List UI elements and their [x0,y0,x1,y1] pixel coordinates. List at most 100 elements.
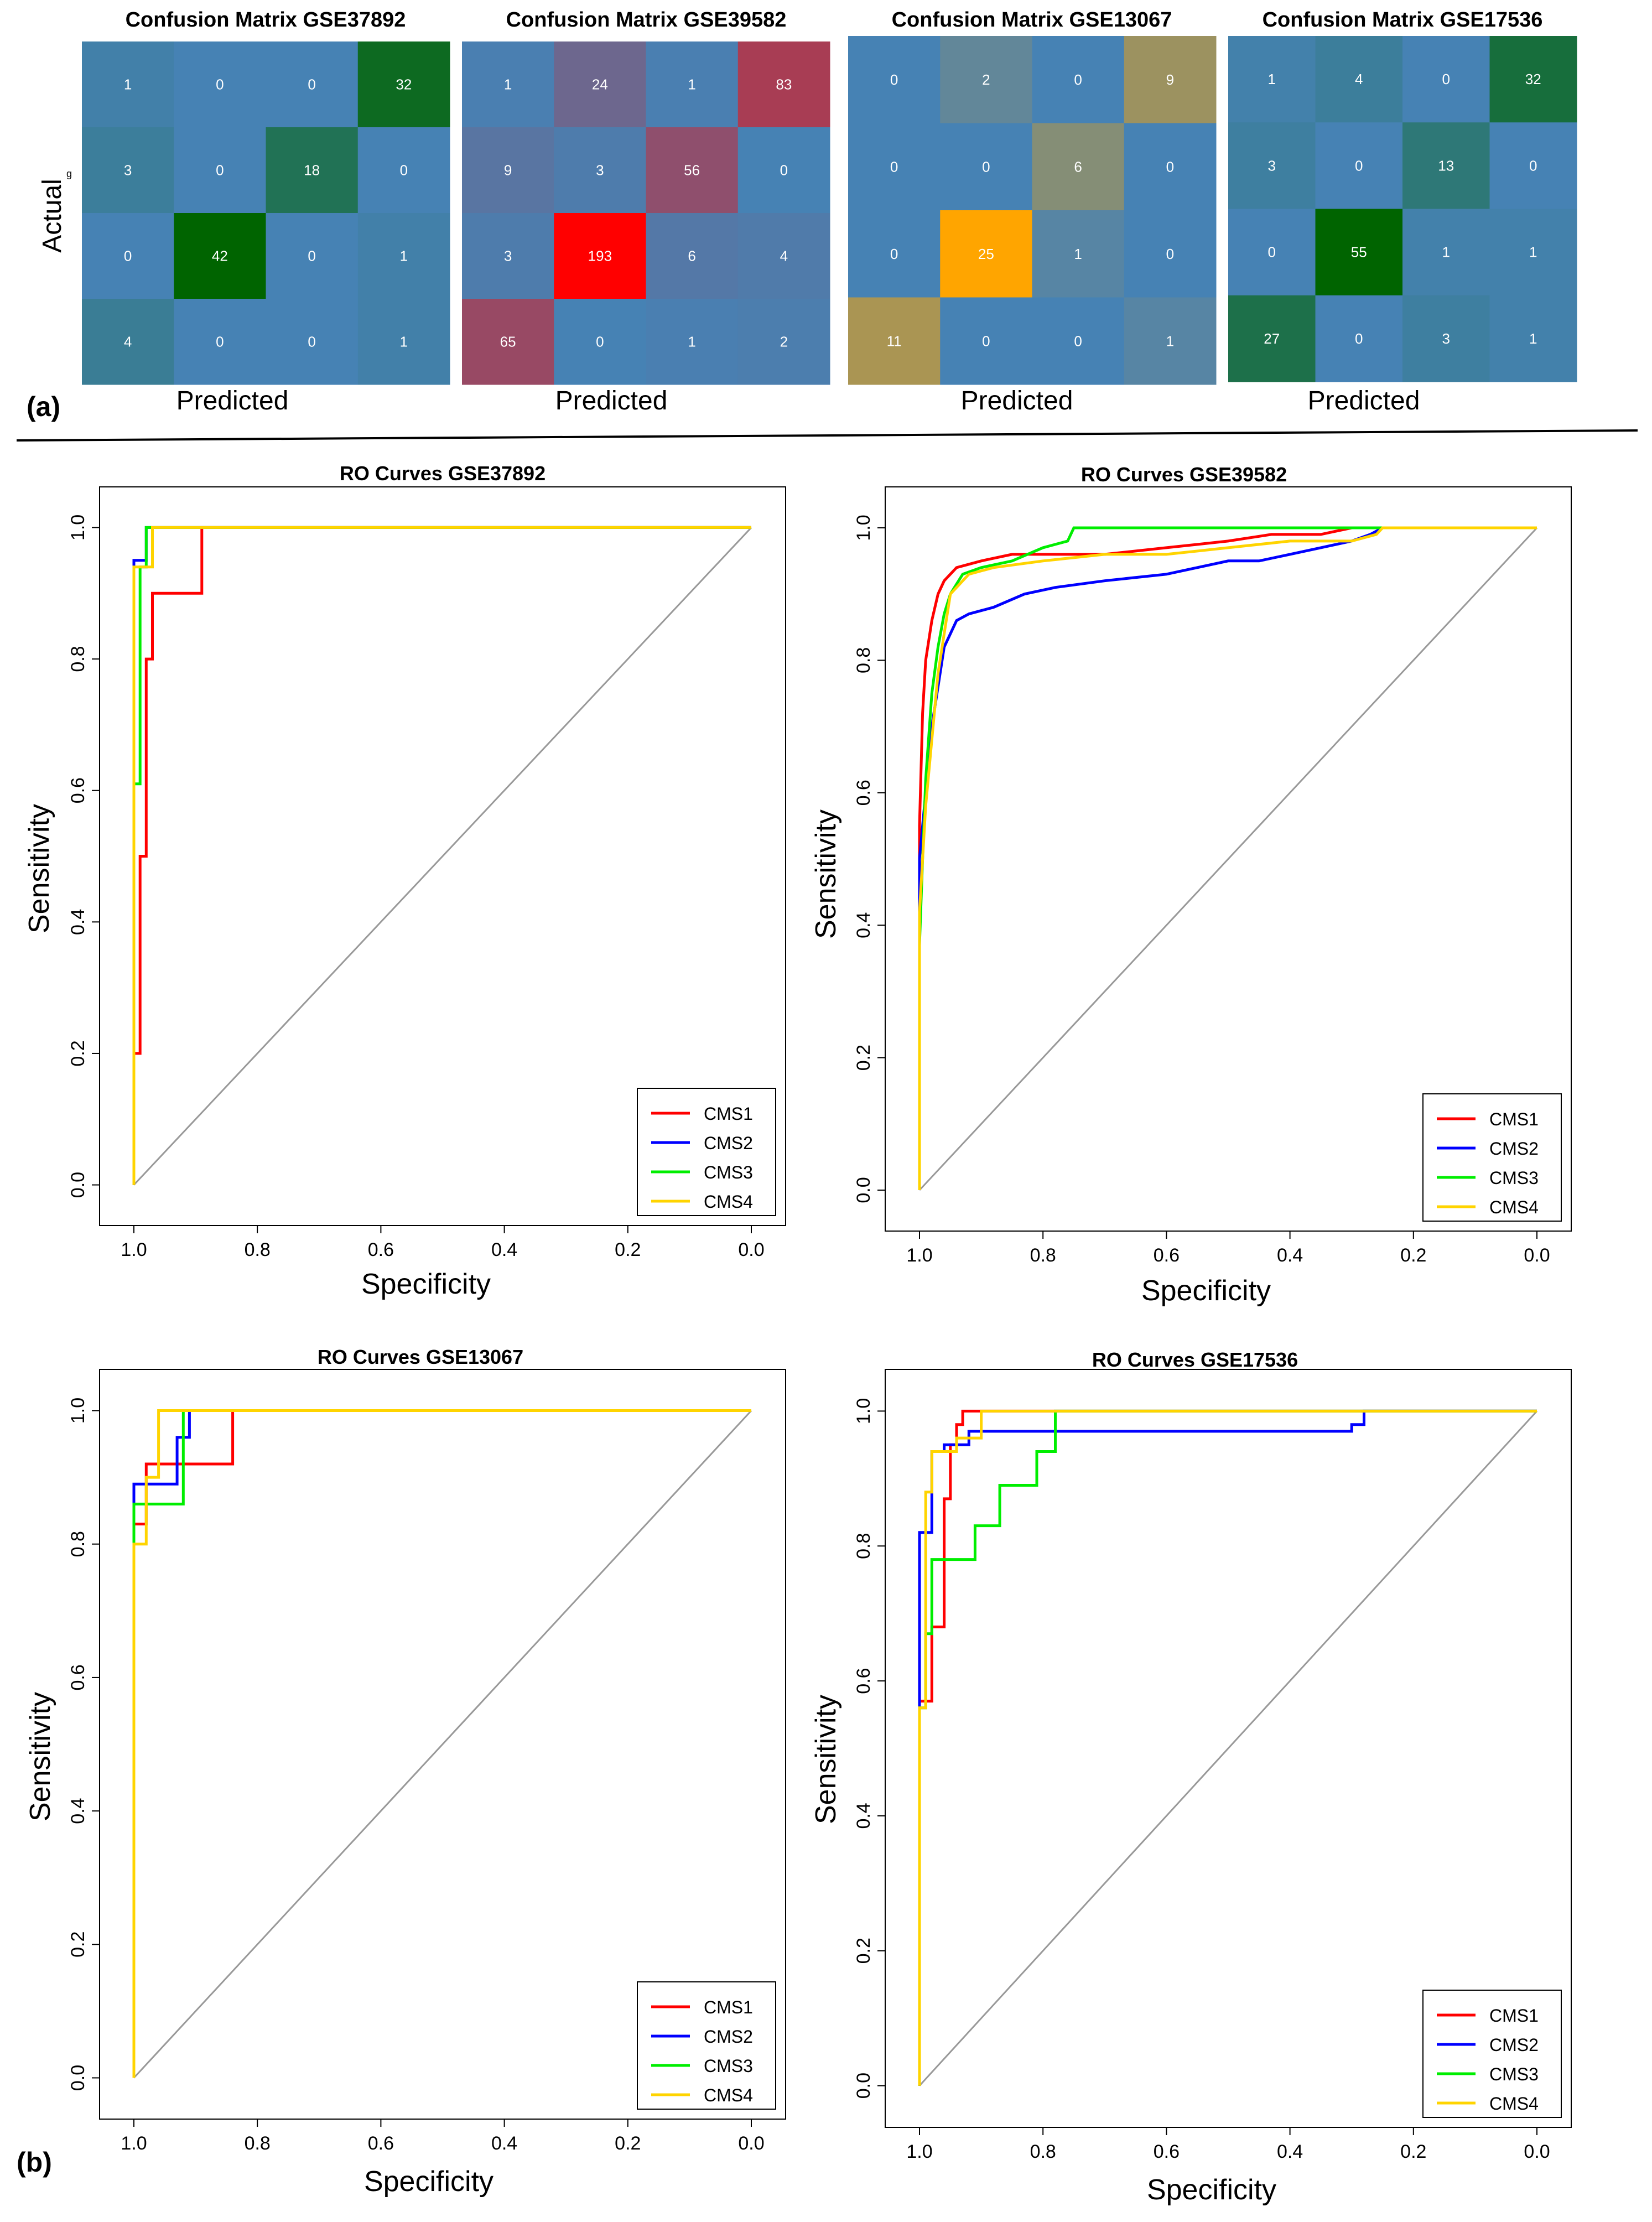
legend-entry: CMS4 [704,2085,753,2105]
panel-label-b: (b) [17,2147,52,2178]
matrix-cell [266,127,359,214]
matrix-cell-value: 0 [1074,71,1082,88]
plot-frame [885,1369,1572,2128]
x-tick-label: 0.6 [368,1239,394,1260]
matrix-cell-value: 0 [1268,244,1276,261]
y-tick-label: 0.0 [853,2073,874,2099]
matrix-cell [266,299,359,385]
matrix-cell-value: 0 [1442,71,1450,87]
legend-entry: CMS3 [1489,1168,1539,1188]
matrix-cell-value: 0 [1074,333,1082,349]
roc-series-cms4 [132,1409,751,2078]
y-tick-label: 0.8 [853,647,874,673]
x-axis-label: Specificity [1147,2174,1276,2206]
matrix-cell [174,41,266,128]
y-tick-label: 1.0 [853,515,874,541]
y-axis-label: Sensitivity [810,1695,842,1824]
matrix-cell-value: 1 [688,76,695,93]
y-tick-label: 0.6 [67,1664,89,1690]
confusion-matrix-ylabel: Actual [38,179,67,252]
reference-diagonal [133,1410,752,2079]
matrix-cell-value: 1 [1074,246,1082,262]
confusion-matrix-ylabel-suffix: g [66,168,72,179]
matrix-cell-value: 0 [216,334,224,350]
matrix-cell [737,41,830,128]
matrix-cell [1124,123,1217,211]
matrix-cell-value: 0 [1355,157,1363,174]
confusion-matrix-title: Confusion Matrix GSE17536 [1263,8,1543,32]
y-tick-label: 0.4 [853,912,874,938]
y-tick-label: 0.4 [67,1798,89,1824]
matrix-cell-value: 25 [978,246,994,262]
matrix-cell [1315,295,1403,382]
matrix-cell-value: 13 [1438,157,1454,174]
matrix-cell [1032,297,1125,385]
matrix-cell-value: 0 [890,246,898,262]
matrix-cell [737,213,830,299]
x-tick-label: 0.8 [1030,1245,1056,1266]
x-tick-label: 0.4 [491,1239,517,1260]
matrix-cell [174,299,266,385]
matrix-cell-value: 0 [216,76,224,93]
matrix-cell [1124,210,1217,298]
matrix-cell [1315,122,1403,209]
x-tick-label: 0.2 [1400,1245,1426,1266]
matrix-cell [848,210,941,298]
matrix-cell [1315,209,1403,296]
matrix-cell [737,127,830,214]
roc-chart-3: RO Curves GSE13067 0.0 0.0 0.2 0.2 0.4 0.4 0.6 0… [24,1346,786,2198]
roc-chart-2: RO Curves GSE39582 0.0 0.0 0.2 0.2 0.4 0.4 0.6 0… [810,463,1572,1307]
matrix-cell [1228,295,1316,382]
matrix-cell-value: 55 [1351,244,1367,261]
matrix-cell [1402,295,1490,382]
x-axis-label: Specificity [364,2166,493,2198]
roc-series-cms2 [918,1409,1537,2086]
matrix-cell-value: 56 [684,162,700,179]
legend-entry: CMS4 [1489,1197,1539,1217]
matrix-cell-value: 6 [688,248,695,264]
matrix-cell-value: 0 [216,162,224,179]
matrix-cell-value: 0 [780,162,788,179]
matrix-cell-value: 0 [596,334,604,350]
legend-entry: CMS2 [1489,1139,1539,1159]
legend-entry: CMS2 [704,2027,753,2047]
matrix-cell-value: 3 [1268,157,1276,174]
y-tick-label: 0.4 [67,909,89,935]
matrix-cell [82,127,174,214]
matrix-cell [462,213,554,299]
roc-series-cms4 [132,526,751,1185]
x-tick-label: 1.0 [121,1239,147,1260]
matrix-cell-value: 4 [1355,71,1363,87]
matrix-cell [1032,123,1125,211]
matrix-cell [357,213,450,299]
roc-series-cms4 [918,526,1537,1190]
panel-label-a: (a) [27,391,60,422]
y-tick-label: 0.6 [853,780,874,806]
panel-divider [16,429,1638,442]
matrix-cell [1489,295,1577,382]
matrix-cell-value: 0 [308,76,315,93]
matrix-cell-value: 0 [124,248,132,264]
y-tick-label: 0.2 [853,1045,874,1071]
y-tick-label: 1.0 [67,1398,89,1424]
roc-chart-4: RO Curves GSE17536 0.0 0.0 0.2 0.2 0.4 0.4 0.6 0… [810,1348,1572,2206]
matrix-cell [646,41,739,128]
matrix-cell [1402,209,1490,296]
x-axis-label: Specificity [1141,1275,1271,1307]
matrix-cell-value: 1 [400,248,408,264]
matrix-cell-value: 1 [688,334,695,350]
confusion-matrix-title: Confusion Matrix GSE37892 [126,8,406,32]
matrix-cell-value: 3 [1442,330,1450,347]
matrix-cell [266,41,359,128]
legend-entry: CMS1 [704,1997,753,2017]
matrix-cell-value: 1 [1268,71,1276,87]
legend-entry: CMS2 [704,1133,753,1153]
matrix-cell [848,36,941,123]
x-tick-label: 1.0 [906,1245,932,1266]
x-tick-label: 0.8 [245,2133,271,2154]
confusion-matrix-xlabel: Predicted [961,386,1073,416]
roc-title: RO Curves GSE39582 [1081,463,1287,486]
y-tick-label: 0.2 [67,1932,89,1958]
